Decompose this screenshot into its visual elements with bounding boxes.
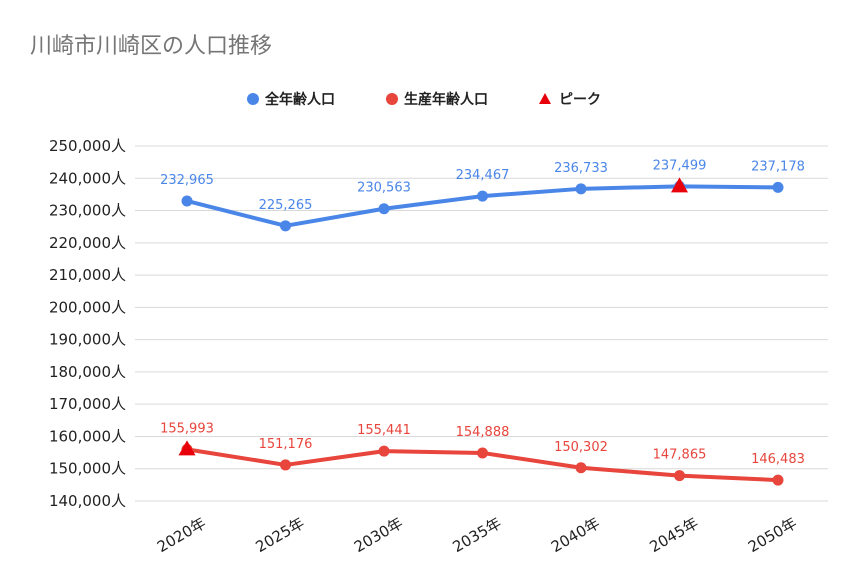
legend-label-peak: ピーク (559, 92, 601, 108)
legend-label-working-age: 生産年齢人口 (404, 91, 488, 108)
data-label: 237,178 (751, 159, 805, 174)
legend-marker-working-age (386, 93, 398, 105)
data-point (378, 445, 390, 457)
data-point (772, 474, 784, 486)
data-point (575, 462, 587, 474)
data-point (477, 447, 488, 459)
x-axis: 2020年 2025年 2030年 2035年 2040年 2045年 2050年 (154, 514, 800, 556)
data-point (772, 181, 784, 193)
y-tick-label: 180,000人 (49, 363, 126, 381)
y-tick-label: 210,000人 (49, 266, 126, 284)
legend: 全年齢人口 生産年齢人口 ピーク (247, 91, 601, 108)
data-label: 155,993 (160, 421, 214, 436)
y-tick-label: 170,000人 (49, 395, 126, 413)
y-tick-label: 140,000人 (49, 492, 126, 510)
data-label: 147,865 (653, 448, 707, 463)
data-label: 225,265 (259, 198, 313, 213)
data-label: 146,483 (751, 452, 805, 467)
data-labels: 232,965 225,265 230,563 234,467 236,733 237,4… (160, 158, 805, 467)
legend-marker-peak (539, 93, 551, 104)
x-tick-label: 2030年 (351, 514, 406, 556)
data-label: 154,888 (456, 425, 510, 440)
legend-label-all-ages: 全年齢人口 (264, 91, 335, 108)
chart-title: 川崎市川崎区の人口推移 (30, 34, 272, 59)
data-label: 237,499 (653, 158, 707, 173)
x-tick-label: 2045年 (646, 514, 701, 556)
data-label: 236,733 (554, 161, 608, 176)
peak-marker (178, 440, 196, 456)
y-tick-label: 230,000人 (49, 202, 126, 220)
data-point (181, 195, 193, 207)
peak-markers (178, 177, 688, 456)
y-tick-label: 220,000人 (49, 234, 126, 252)
y-axis: 250,000人 240,000人 230,000人 220,000人 210,000人… (49, 137, 126, 510)
data-point (477, 190, 488, 202)
y-tick-label: 240,000人 (49, 169, 126, 187)
data-point (280, 459, 291, 471)
y-tick-label: 200,000人 (49, 298, 126, 316)
data-point (280, 220, 291, 232)
legend-marker-all-ages (247, 93, 259, 105)
gridlines (135, 145, 828, 502)
x-tick-label: 2050年 (745, 514, 800, 556)
data-point (378, 203, 390, 215)
data-label: 232,965 (160, 173, 214, 188)
y-tick-label: 160,000人 (49, 427, 126, 445)
x-tick-label: 2020年 (154, 514, 209, 556)
data-label: 230,563 (357, 181, 411, 196)
y-tick-label: 250,000人 (49, 137, 126, 155)
data-point (674, 470, 685, 482)
y-tick-label: 190,000人 (49, 331, 126, 349)
x-tick-label: 2040年 (548, 514, 603, 556)
x-tick-label: 2035年 (449, 514, 504, 556)
data-point (575, 183, 587, 195)
y-tick-label: 150,000人 (49, 460, 126, 478)
x-tick-label: 2025年 (252, 514, 307, 556)
peak-marker (671, 177, 688, 193)
data-label: 155,441 (357, 423, 411, 438)
data-label: 150,302 (554, 440, 608, 455)
data-label: 234,467 (456, 168, 510, 183)
data-label: 151,176 (259, 437, 313, 452)
